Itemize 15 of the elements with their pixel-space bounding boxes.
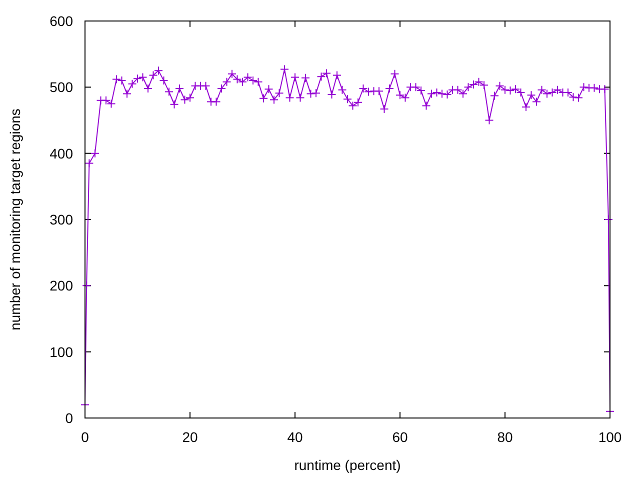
x-tick-label: 20 xyxy=(182,429,198,445)
y-tick-label: 300 xyxy=(50,212,74,228)
y-tick-label: 0 xyxy=(65,410,74,426)
y-tick-label: 200 xyxy=(50,278,74,294)
y-axis-title: number of monitoring target regions xyxy=(7,108,23,330)
x-tick-label: 100 xyxy=(598,429,622,445)
y-tick-label: 600 xyxy=(50,13,74,29)
y-tick-label: 100 xyxy=(50,344,74,360)
x-tick-label: 80 xyxy=(497,429,513,445)
x-tick-label: 60 xyxy=(392,429,408,445)
y-tick-label: 500 xyxy=(50,79,74,96)
x-axis-title: runtime (percent) xyxy=(294,457,401,473)
x-tick-label: 40 xyxy=(287,429,303,445)
x-tick-label: 0 xyxy=(81,429,90,445)
y-tick-label: 400 xyxy=(50,145,74,162)
